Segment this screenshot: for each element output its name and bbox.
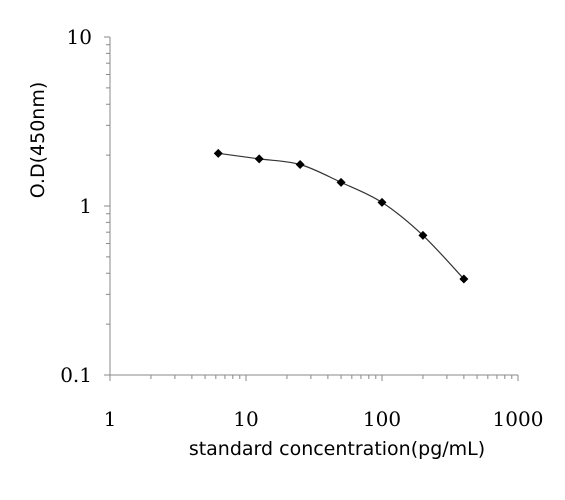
x-tick-label: 1000 [493,407,544,431]
data-point-marker [377,197,387,207]
x-tick-label: 1 [104,407,117,431]
data-markers [213,148,469,284]
y-tick-label: 1 [79,194,92,218]
tick-labels: 1 10 100 1000 0.1 1 10 [60,25,543,431]
axis-ticks [104,36,519,381]
y-tick-label: 0.1 [60,363,92,387]
data-point-marker [213,148,223,158]
y-axis-title: O.D(450nm) [27,82,49,199]
x-tick-label: 10 [233,407,258,431]
data-point-marker [295,160,305,170]
series-line [218,152,465,280]
x-tick-label: 100 [363,407,401,431]
x-axis-title: standard concentration(pg/mL) [189,438,485,460]
data-point-marker [254,154,264,164]
data-point-marker [459,274,469,284]
axes [109,37,518,376]
data-point-marker [418,230,428,240]
data-point-marker [336,177,346,187]
y-tick-label: 10 [67,25,92,49]
